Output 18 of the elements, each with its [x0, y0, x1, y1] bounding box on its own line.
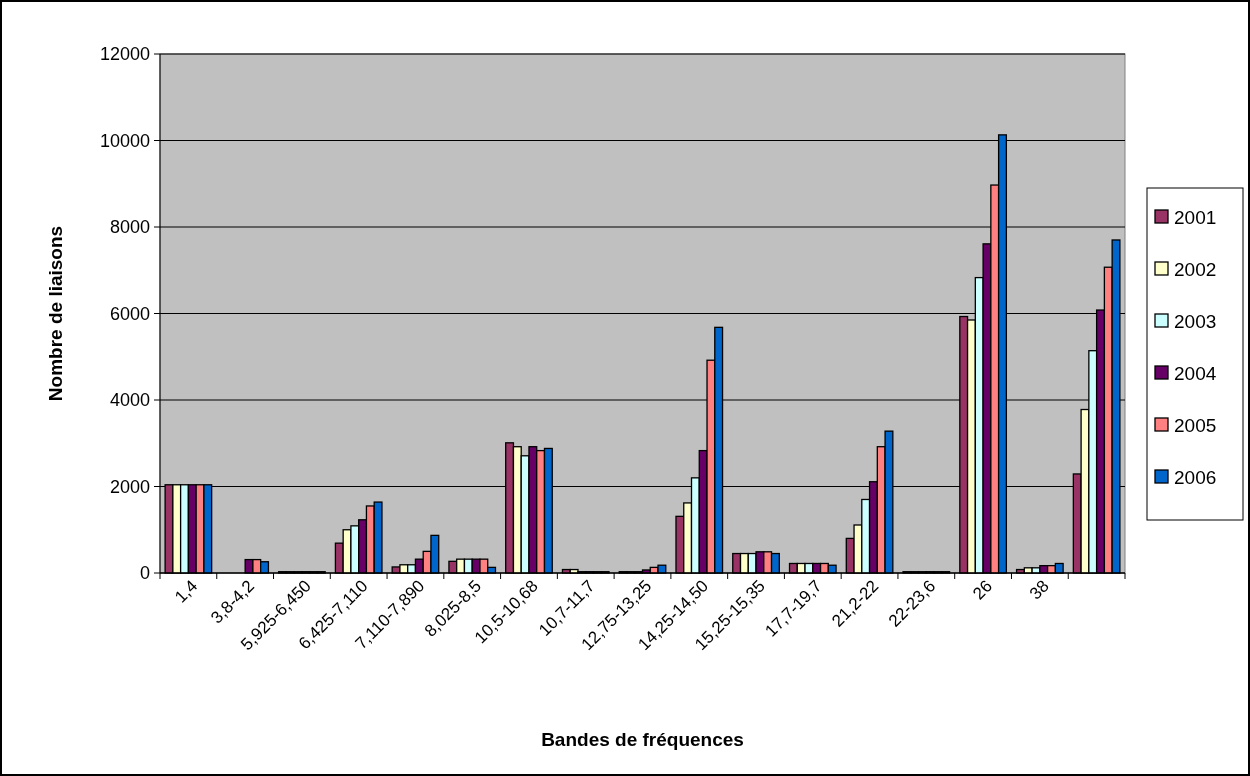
x-axis-title: Bandes de fréquences: [541, 729, 744, 750]
y-tick-label: 10000: [99, 130, 150, 151]
legend-label: 2005: [1174, 414, 1217, 436]
y-tick-label: 8000: [109, 217, 150, 238]
x-tick-label: 26: [969, 576, 996, 604]
y-tick-label: 6000: [109, 303, 150, 324]
legend-label: 2002: [1174, 258, 1217, 280]
x-tick-label: 1,4: [171, 576, 202, 607]
y-tick-label: 0: [139, 563, 150, 584]
y-axis-title: Nombre de liaisons: [45, 225, 66, 402]
y-tick-label: 4000: [109, 390, 150, 411]
legend-label: 2006: [1174, 466, 1217, 488]
legend-label: 2001: [1174, 206, 1217, 228]
y-tick-label: 2000: [109, 476, 150, 497]
x-tick-label: 38: [1025, 576, 1053, 604]
legend-label: 2004: [1174, 362, 1217, 384]
y-tick-label: 12000: [99, 44, 150, 65]
legend-label: 2003: [1174, 310, 1217, 332]
